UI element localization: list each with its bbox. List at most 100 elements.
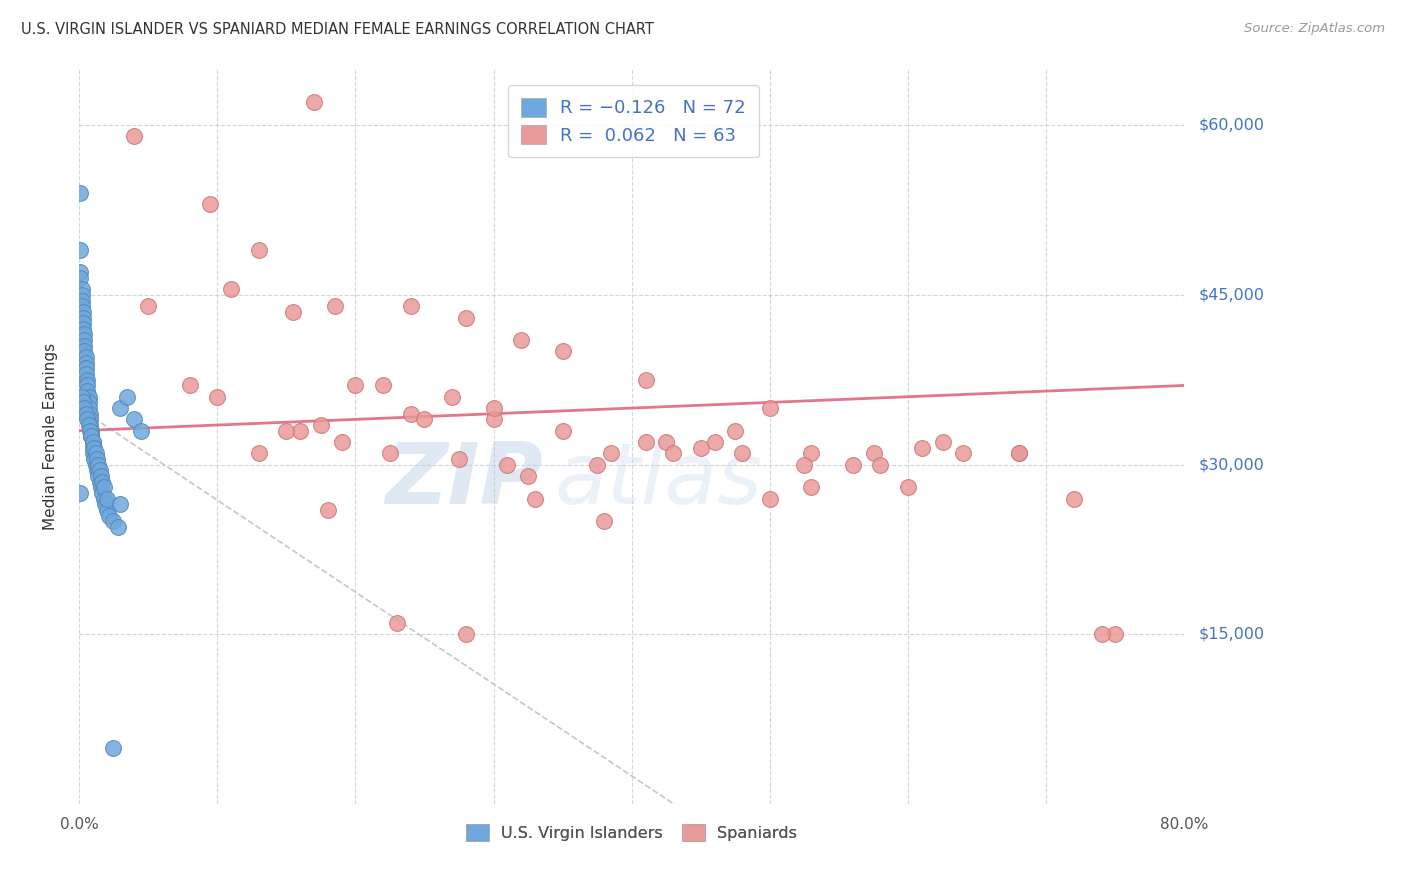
- Point: [1007, 446, 1029, 460]
- Point: [70, 299, 93, 313]
- Point: [73, 333, 96, 347]
- Point: [551, 424, 574, 438]
- Point: [454, 627, 477, 641]
- Point: [89, 463, 111, 477]
- Point: [72, 305, 94, 319]
- Legend: U.S. Virgin Islanders, Spaniards: U.S. Virgin Islanders, Spaniards: [460, 818, 804, 847]
- Point: [89, 475, 111, 489]
- Point: [72, 395, 94, 409]
- Point: [82, 441, 104, 455]
- Point: [84, 446, 107, 460]
- Point: [897, 480, 920, 494]
- Text: $15,000: $15,000: [1198, 627, 1264, 642]
- Point: [103, 514, 125, 528]
- Point: [496, 458, 519, 472]
- Point: [122, 129, 145, 144]
- Point: [800, 446, 823, 460]
- Point: [399, 299, 422, 313]
- Point: [136, 299, 159, 313]
- Point: [110, 401, 132, 415]
- Point: [82, 435, 104, 450]
- Point: [79, 424, 101, 438]
- Point: [76, 373, 98, 387]
- Point: [862, 446, 884, 460]
- Point: [689, 441, 711, 455]
- Point: [69, 486, 91, 500]
- Point: [69, 243, 91, 257]
- Y-axis label: Median Female Earnings: Median Female Earnings: [44, 343, 58, 530]
- Point: [454, 310, 477, 325]
- Point: [76, 384, 98, 398]
- Point: [482, 401, 505, 415]
- Point: [73, 327, 96, 342]
- Point: [1063, 491, 1085, 506]
- Point: [1007, 446, 1029, 460]
- Point: [75, 350, 97, 364]
- Point: [731, 446, 754, 460]
- Point: [447, 452, 470, 467]
- Point: [634, 373, 657, 387]
- Point: [179, 378, 201, 392]
- Point: [276, 424, 298, 438]
- Text: Source: ZipAtlas.com: Source: ZipAtlas.com: [1244, 22, 1385, 36]
- Point: [86, 452, 108, 467]
- Point: [75, 356, 97, 370]
- Point: [724, 424, 747, 438]
- Point: [72, 316, 94, 330]
- Point: [110, 497, 132, 511]
- Point: [931, 435, 953, 450]
- Point: [655, 435, 678, 450]
- Point: [344, 378, 367, 392]
- Point: [200, 197, 222, 211]
- Point: [77, 401, 100, 415]
- Point: [79, 418, 101, 433]
- Point: [75, 407, 97, 421]
- Point: [79, 407, 101, 421]
- Point: [91, 475, 114, 489]
- Point: [793, 458, 815, 472]
- Point: [759, 491, 782, 506]
- Point: [96, 491, 118, 506]
- Point: [93, 480, 115, 494]
- Point: [98, 508, 121, 523]
- Point: [330, 435, 353, 450]
- Text: ZIP: ZIP: [385, 439, 543, 522]
- Point: [73, 339, 96, 353]
- Point: [72, 310, 94, 325]
- Text: $60,000: $60,000: [1198, 118, 1264, 133]
- Point: [593, 514, 616, 528]
- Point: [385, 616, 408, 631]
- Point: [77, 395, 100, 409]
- Point: [842, 458, 865, 472]
- Point: [1104, 627, 1126, 641]
- Point: [70, 390, 93, 404]
- Point: [703, 435, 725, 450]
- Point: [83, 441, 105, 455]
- Point: [103, 740, 125, 755]
- Point: [70, 288, 93, 302]
- Point: [72, 322, 94, 336]
- Point: [288, 424, 311, 438]
- Point: [70, 293, 93, 308]
- Point: [219, 282, 242, 296]
- Point: [281, 305, 304, 319]
- Point: [80, 424, 103, 438]
- Point: [371, 378, 394, 392]
- Point: [69, 265, 91, 279]
- Point: [586, 458, 609, 472]
- Point: [441, 390, 464, 404]
- Point: [73, 344, 96, 359]
- Point: [80, 429, 103, 443]
- Point: [399, 407, 422, 421]
- Point: [73, 401, 96, 415]
- Point: [80, 429, 103, 443]
- Point: [94, 497, 117, 511]
- Point: [510, 333, 533, 347]
- Point: [600, 446, 623, 460]
- Point: [75, 367, 97, 381]
- Point: [759, 401, 782, 415]
- Text: $30,000: $30,000: [1198, 458, 1264, 472]
- Point: [91, 486, 114, 500]
- Point: [82, 435, 104, 450]
- Point: [302, 95, 325, 110]
